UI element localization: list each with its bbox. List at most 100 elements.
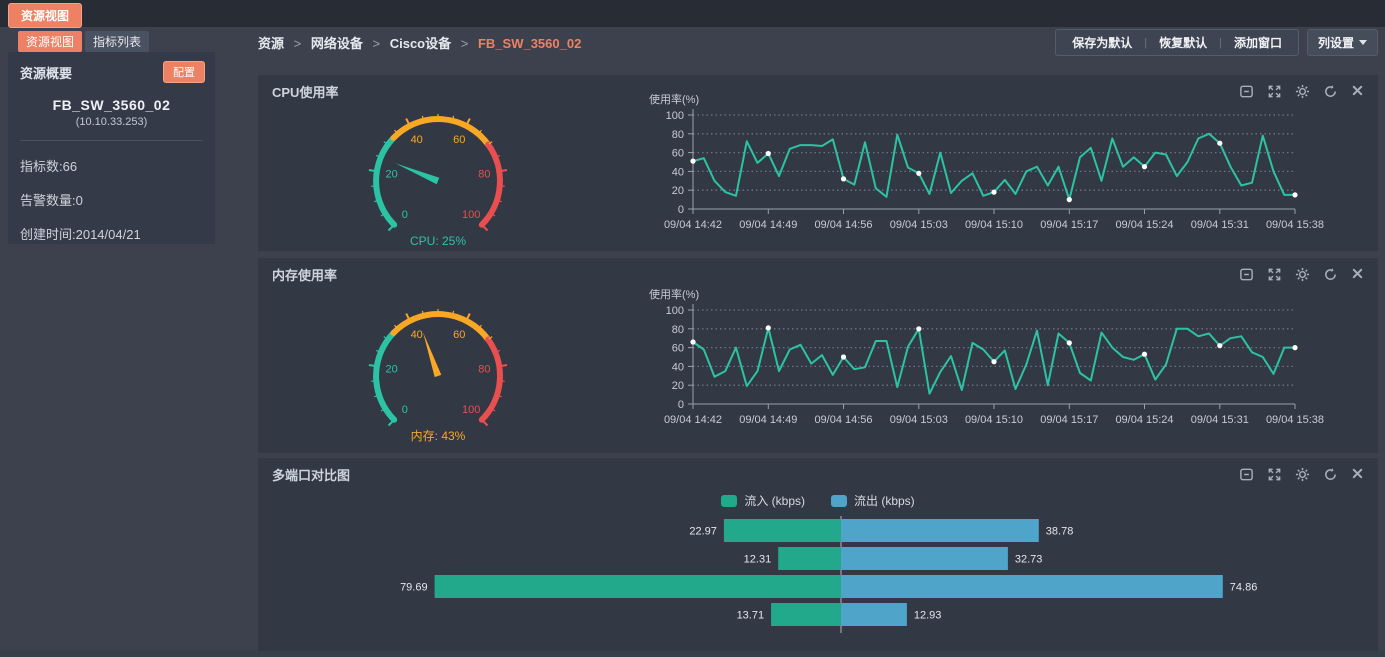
fullscreen-icon[interactable] <box>1267 267 1282 282</box>
svg-text:13.71: 13.71 <box>737 610 765 622</box>
fullscreen-icon[interactable] <box>1267 467 1282 482</box>
port-comparison-bar-chart: 22.97 38.78 12.31 32.73 79.69 74.86 13.71 12.93 <box>258 514 1378 646</box>
save-as-default-button[interactable]: 保存为默认 <box>1072 36 1133 50</box>
svg-text:0: 0 <box>402 209 408 221</box>
svg-text:40: 40 <box>672 361 684 373</box>
svg-text:09/04 15:24: 09/04 15:24 <box>1115 414 1173 426</box>
svg-text:内存: 43%: 内存: 43% <box>411 429 466 443</box>
collapse-icon[interactable] <box>1239 267 1254 282</box>
svg-text:20: 20 <box>385 364 397 376</box>
add-window-button[interactable]: 添加窗口 <box>1233 36 1282 50</box>
svg-text:09/04 14:49: 09/04 14:49 <box>739 219 797 231</box>
svg-text:20: 20 <box>672 380 684 392</box>
svg-text:09/04 15:38: 09/04 15:38 <box>1266 219 1324 231</box>
svg-text:09/04 15:31: 09/04 15:31 <box>1191 219 1249 231</box>
svg-text:09/04 15:38: 09/04 15:38 <box>1266 414 1324 426</box>
close-icon[interactable] <box>1351 267 1366 282</box>
memory-line-chart: 使用率(%) 0 20 40 60 80 100 09/04 14:42 09/04 14:49… <box>633 286 1343 444</box>
main-tab-resource-view[interactable]: 资源视图 <box>8 3 83 28</box>
multi-port-panel-title: 多端口对比图 <box>272 467 351 483</box>
svg-text:40: 40 <box>411 329 423 341</box>
svg-text:74.86: 74.86 <box>1230 582 1258 594</box>
tab-resource-view[interactable]: 资源视图 <box>18 31 83 52</box>
svg-text:09/04 14:56: 09/04 14:56 <box>814 414 872 426</box>
svg-text:20: 20 <box>672 185 684 197</box>
toolbar-separator: | <box>1144 36 1148 49</box>
cpu-panel-icons <box>1239 80 1366 99</box>
refresh-icon[interactable] <box>1323 467 1338 482</box>
svg-text:0: 0 <box>678 399 684 411</box>
fullscreen-icon[interactable] <box>1267 84 1282 99</box>
resource-summary-card: 资源概要 配置 FB_SW_3560_02 (10.10.33.253) 指标数… <box>8 52 215 244</box>
inbound-swatch <box>721 494 738 507</box>
svg-text:100: 100 <box>462 209 480 221</box>
collapse-icon[interactable] <box>1239 84 1254 99</box>
svg-text:0: 0 <box>402 404 408 416</box>
svg-text:60: 60 <box>453 329 465 341</box>
cpu-line-chart: 使用率(%) 0 20 40 60 80 100 09/04 14:42 09/04 14:49… <box>633 91 1343 249</box>
breadcrumb-resource[interactable]: 资源 <box>258 36 285 51</box>
multi-port-comparison-panel: 多端口对比图 流入 (kbps) 流出 (kbps) 22.97 38.78 12.… <box>258 458 1378 651</box>
create-time: 创建时间:2014/04/21 <box>20 227 141 242</box>
settings-icon[interactable] <box>1295 84 1310 99</box>
svg-text:09/04 14:42: 09/04 14:42 <box>664 219 722 231</box>
svg-text:100: 100 <box>666 110 684 122</box>
memory-panel-title: 内存使用率 <box>272 267 338 283</box>
memory-gauge-chart: 0 20 40 60 80 100 内存: 43% <box>328 296 548 446</box>
breadcrumb: 资源 > 网络设备 > Cisco设备 > FB_SW_3560_02 <box>258 33 581 52</box>
close-icon[interactable] <box>1351 84 1366 99</box>
legend-outbound[interactable]: 流出 (kbps) <box>831 492 915 509</box>
svg-text:60: 60 <box>453 134 465 146</box>
breadcrumb-cisco-devices[interactable]: Cisco设备 <box>389 36 452 51</box>
close-icon[interactable] <box>1351 467 1366 482</box>
dashboard-toolbar: 保存为默认 | 恢复默认 | 添加窗口 列设置 <box>1055 29 1378 56</box>
tab-metric-list[interactable]: 指标列表 <box>85 31 150 52</box>
configure-button[interactable]: 配置 <box>163 61 205 83</box>
device-name: FB_SW_3560_02 <box>52 97 171 113</box>
chevron-down-icon <box>1359 40 1367 45</box>
svg-text:12.93: 12.93 <box>914 610 942 622</box>
svg-text:09/04 15:24: 09/04 15:24 <box>1115 219 1173 231</box>
settings-icon[interactable] <box>1295 467 1310 482</box>
svg-text:09/04 14:56: 09/04 14:56 <box>814 219 872 231</box>
memory-panel-icons <box>1239 263 1366 282</box>
outbound-swatch <box>831 494 847 507</box>
svg-text:09/04 15:17: 09/04 15:17 <box>1040 414 1098 426</box>
svg-text:09/04 15:03: 09/04 15:03 <box>890 414 948 426</box>
svg-text:32.73: 32.73 <box>1015 554 1043 566</box>
svg-text:09/04 15:10: 09/04 15:10 <box>965 414 1023 426</box>
svg-text:09/04 14:42: 09/04 14:42 <box>664 414 722 426</box>
device-ip: (10.10.33.253) <box>75 116 148 128</box>
svg-text:使用率(%): 使用率(%) <box>649 287 699 301</box>
svg-text:80: 80 <box>478 364 490 376</box>
svg-text:09/04 15:03: 09/04 15:03 <box>890 219 948 231</box>
svg-text:100: 100 <box>666 305 684 317</box>
breadcrumb-current-device: FB_SW_3560_02 <box>477 36 582 51</box>
svg-text:60: 60 <box>672 343 684 355</box>
settings-icon[interactable] <box>1295 267 1310 282</box>
refresh-icon[interactable] <box>1323 267 1338 282</box>
column-settings-dropdown[interactable]: 列设置 <box>1306 29 1378 56</box>
svg-text:38.78: 38.78 <box>1046 526 1074 538</box>
svg-text:60: 60 <box>672 148 684 160</box>
resource-summary-title: 资源概要 <box>20 65 73 81</box>
refresh-icon[interactable] <box>1323 84 1338 99</box>
metric-count: 指标数:66 <box>20 159 78 174</box>
outbound-label: 流出 (kbps) <box>854 494 915 508</box>
cpu-usage-panel: CPU使用率 0 20 40 60 80 100 CPU: 25% 使用率(%) 0 20 40 6… <box>258 75 1378 251</box>
svg-text:0: 0 <box>678 204 684 216</box>
svg-text:22.97: 22.97 <box>689 526 717 538</box>
breadcrumb-separator: > <box>372 36 381 51</box>
collapse-icon[interactable] <box>1239 467 1254 482</box>
legend-inbound[interactable]: 流入 (kbps) <box>721 492 805 509</box>
svg-text:100: 100 <box>462 404 480 416</box>
restore-default-button[interactable]: 恢复默认 <box>1159 36 1208 50</box>
alarm-count: 告警数量:0 <box>20 193 83 208</box>
breadcrumb-separator: > <box>293 36 302 51</box>
svg-text:09/04 15:10: 09/04 15:10 <box>965 219 1023 231</box>
memory-usage-panel: 内存使用率 0 20 40 60 80 100 内存: 43% 使用率(%) 0 20 40 60 8… <box>258 258 1378 453</box>
svg-text:使用率(%): 使用率(%) <box>649 92 699 106</box>
cpu-panel-title: CPU使用率 <box>272 84 339 100</box>
breadcrumb-network-devices[interactable]: 网络设备 <box>310 36 363 51</box>
svg-text:CPU: 25%: CPU: 25% <box>410 234 466 248</box>
